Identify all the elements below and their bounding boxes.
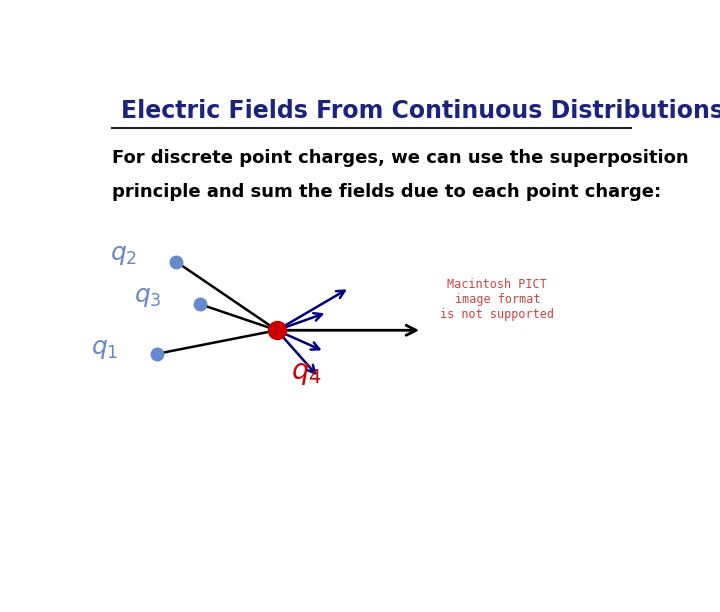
- Text: Macintosh PICT
image format
is not supported: Macintosh PICT image format is not suppo…: [441, 278, 554, 321]
- Text: $q_{2}$: $q_{2}$: [110, 243, 138, 267]
- Text: Electric Fields From Continuous Distributions: Electric Fields From Continuous Distribu…: [121, 99, 720, 124]
- Text: $q_{1}$: $q_{1}$: [91, 337, 118, 361]
- Text: $q_{3}$: $q_{3}$: [134, 285, 161, 309]
- Text: $q_{4}$: $q_{4}$: [291, 359, 322, 387]
- Text: For discrete point charges, we can use the superposition: For discrete point charges, we can use t…: [112, 149, 689, 167]
- Text: principle and sum the fields due to each point charge:: principle and sum the fields due to each…: [112, 183, 662, 201]
